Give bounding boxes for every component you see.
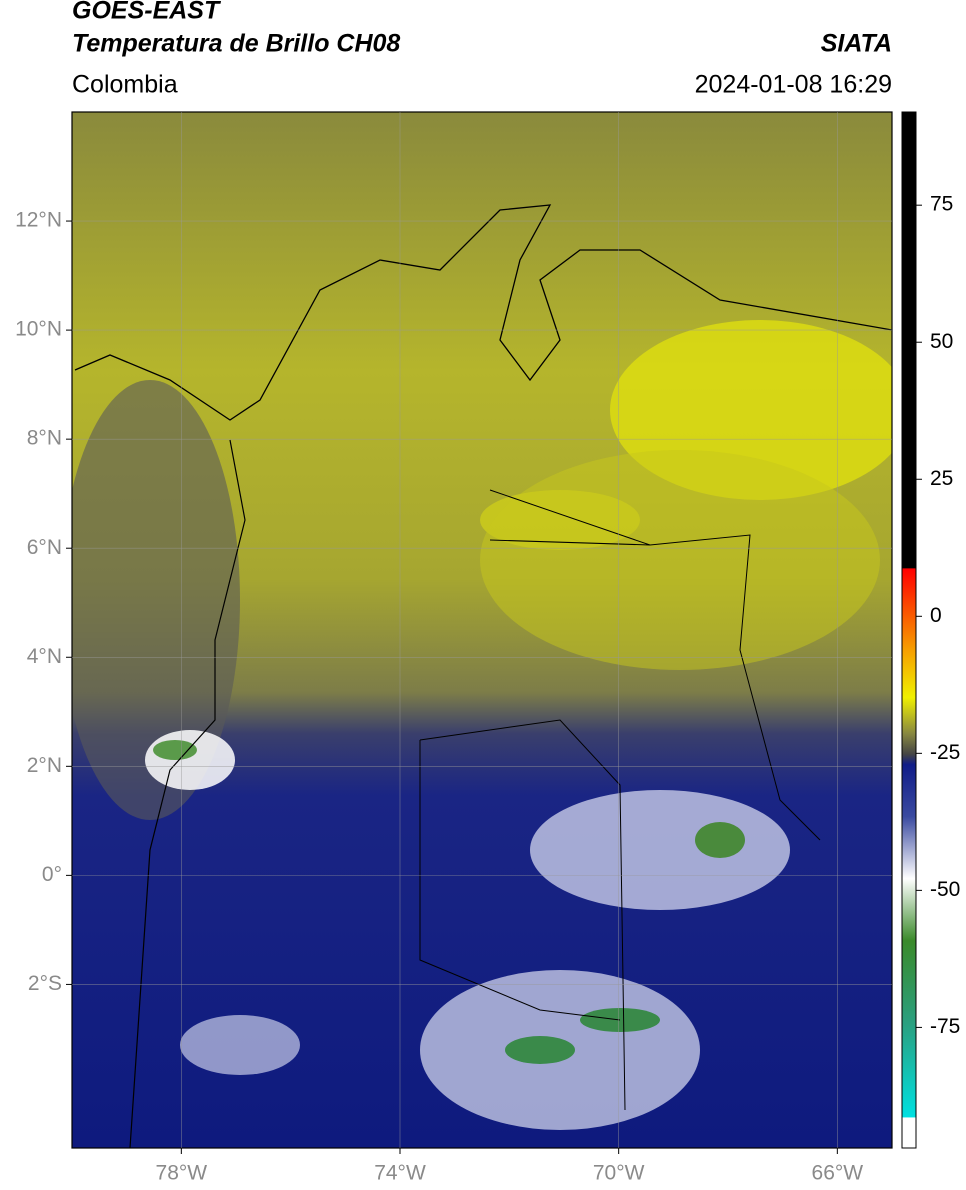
title-source: GOES-EAST <box>72 0 222 25</box>
satellite-image <box>72 112 892 1148</box>
title-product: Temperatura de Brillo CH08 <box>72 30 400 58</box>
y-tick-label: 12°N <box>15 209 62 232</box>
y-tick-label: 2°N <box>27 754 62 777</box>
colorbar-tick-label: 25 <box>930 467 953 490</box>
x-tick-label: 74°W <box>374 1162 426 1185</box>
agency: SIATA <box>821 30 892 58</box>
y-tick-label: 2°S <box>28 972 62 995</box>
datetime: 2024-01-08 16:29 <box>695 71 892 99</box>
colorbar <box>901 111 917 1149</box>
colorbar-tick-label: 75 <box>930 193 953 216</box>
x-tick-label: 70°W <box>593 1162 645 1185</box>
region: Colombia <box>72 71 178 99</box>
colorbar-tick-label: -75 <box>930 1015 960 1038</box>
y-tick-label: 0° <box>42 863 62 886</box>
map-frame <box>71 111 893 1149</box>
y-tick-label: 10°N <box>15 318 62 341</box>
x-tick-label: 78°W <box>156 1162 208 1185</box>
colorbar-tick-label: -50 <box>930 878 960 901</box>
colorbar-tick-label: 0 <box>930 604 942 627</box>
x-tick-label: 66°W <box>812 1162 864 1185</box>
y-tick-label: 8°N <box>27 427 62 450</box>
colorbar-tick-label: 50 <box>930 330 953 353</box>
y-tick-label: 6°N <box>27 536 62 559</box>
colorbar-tick-label: -25 <box>930 741 960 764</box>
y-tick-label: 4°N <box>27 645 62 668</box>
